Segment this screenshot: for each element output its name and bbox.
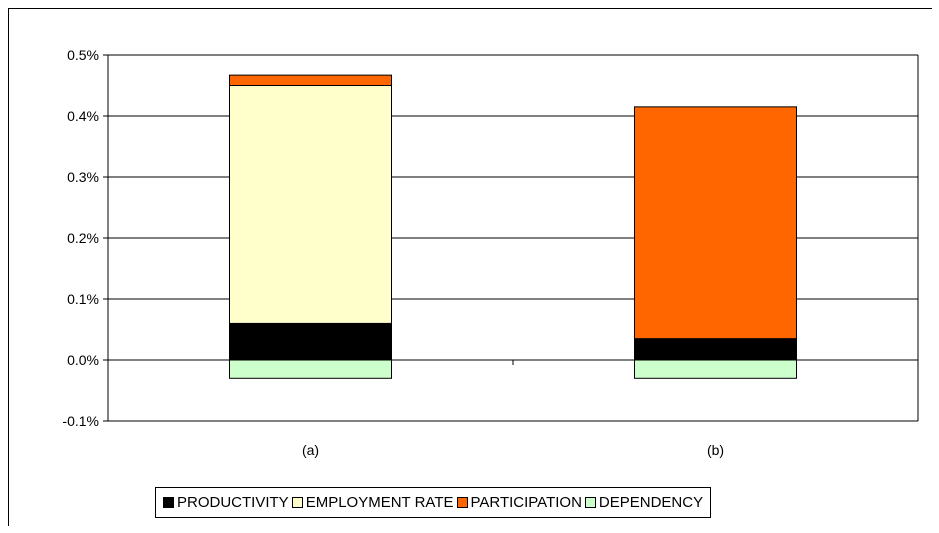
- y-tick-label: 0.1%: [67, 291, 99, 307]
- chart-frame: [8, 8, 932, 526]
- y-tick-label: 0.3%: [67, 169, 99, 185]
- y-tick-label: 0.2%: [67, 230, 99, 246]
- y-tick-label: 0.5%: [67, 47, 99, 63]
- legend-label: PARTICIPATION: [470, 494, 582, 511]
- bar-segment-productivity: [229, 322, 392, 361]
- legend-item: EMPLOYMENT RATE: [291, 494, 454, 511]
- bar-segment-productivity: [634, 338, 797, 361]
- x-category-label: (b): [707, 442, 724, 458]
- legend-swatch: [456, 497, 468, 508]
- y-tick-label: 0.4%: [67, 108, 99, 124]
- bars: [229, 74, 797, 379]
- tick-labels: -0.1% 0.0% 0.1% 0.2% 0.3% 0.4% 0.5% (a) (b): [62, 47, 724, 458]
- y-tick-label: 0.0%: [67, 352, 99, 368]
- y-tick-label: -0.1%: [62, 413, 99, 429]
- x-category-label: (a): [302, 442, 319, 458]
- legend-label: DEPENDENCY: [598, 494, 704, 511]
- legend-swatch: [163, 497, 174, 508]
- legend-label: PRODUCTIVITY: [177, 494, 289, 511]
- bar-segment-participation: [634, 106, 797, 340]
- legend-item: PARTICIPATION: [456, 494, 582, 511]
- legend-item: DEPENDENCY: [584, 494, 704, 511]
- axes: [103, 54, 919, 422]
- legend-swatch: [584, 497, 596, 508]
- legend-item: PRODUCTIVITY: [163, 494, 289, 511]
- legend-label: EMPLOYMENT RATE: [305, 494, 454, 511]
- bar-segment-dependency: [229, 359, 392, 379]
- legend-swatch: [291, 497, 303, 508]
- legend: PRODUCTIVITY EMPLOYMENT RATE PARTICIPATION…: [155, 487, 712, 518]
- bar-segment-participation: [229, 74, 392, 86]
- bar-segment-dependency: [634, 359, 797, 379]
- bar-segment-employment-rate: [229, 85, 392, 324]
